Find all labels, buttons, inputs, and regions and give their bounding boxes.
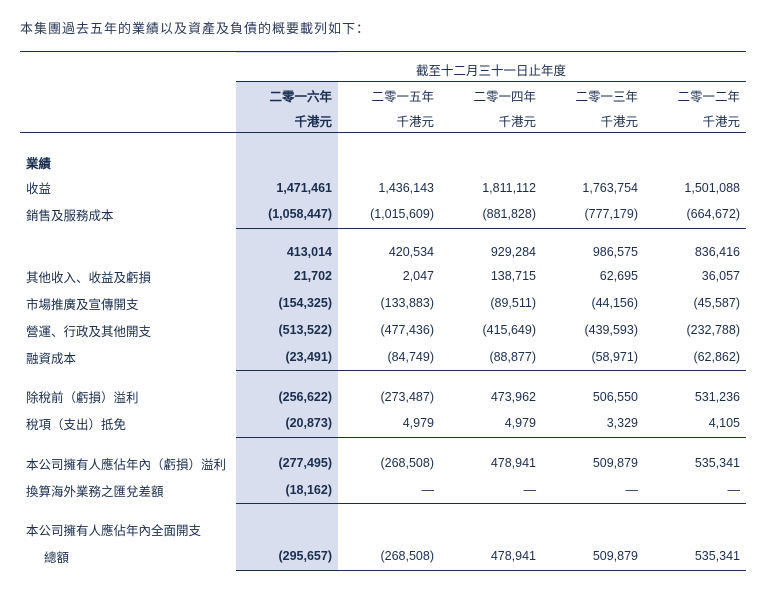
table-row: 銷售及服務成本 (1,058,447) (1,015,609) (881,828… [20, 201, 746, 228]
table-row: 總額 (295,657) (268,508) 478,941 509,879 5… [20, 543, 746, 570]
intro-text: 本集團過去五年的業績以及資產及負債的概要載列如下： [20, 18, 746, 37]
section-results: 業績 [20, 145, 236, 174]
row-label-finance: 融資成本 [20, 344, 236, 371]
unit-2012: 千港元 [644, 107, 746, 133]
unit-2014: 千港元 [440, 107, 542, 133]
table-row: 收益 1,471,461 1,436,143 1,811,112 1,763,7… [20, 174, 746, 201]
row-label-cogs: 銷售及服務成本 [20, 201, 236, 228]
row-label-tax: 稅項（支出）抵免 [20, 410, 236, 437]
table-row: 本公司擁有人應佔年內（虧損）溢利 (277,495) (268,508) 478… [20, 450, 746, 477]
year-2016: 二零一六年 [236, 82, 338, 108]
row-label-fx: 換算海外業務之匯兌差額 [20, 477, 236, 504]
unit-2013: 千港元 [542, 107, 644, 133]
table-row: 除稅前（虧損）溢利 (256,622) (273,487) 473,962 50… [20, 383, 746, 410]
table-row: 融資成本 (23,491) (84,749) (88,877) (58,971)… [20, 344, 746, 371]
row-label-other-income: 其他收入、收益及虧損 [20, 263, 236, 290]
year-2015: 二零一五年 [338, 82, 440, 108]
table-row: 413,014 420,534 929,284 986,575 836,416 [20, 241, 746, 263]
unit-2015: 千港元 [338, 107, 440, 133]
table-row: 營運、行政及其他開支 (513,522) (477,436) (415,649)… [20, 317, 746, 344]
unit-2016: 千港元 [236, 107, 338, 133]
table-row: 本公司擁有人應佔年內全面開支 [20, 516, 746, 543]
row-label-pbt: 除稅前（虧損）溢利 [20, 383, 236, 410]
table-row: 換算海外業務之匯兌差額 (18,162) — — — — [20, 477, 746, 504]
financial-summary-table: 截至十二月三十一日止年度 二零一六年 二零一五年 二零一四年 二零一三年 二零一… [20, 51, 746, 571]
period-spanner: 截至十二月三十一日止年度 [236, 52, 746, 82]
table-row: 市場推廣及宣傳開支 (154,325) (133,883) (89,511) (… [20, 290, 746, 317]
year-2012: 二零一二年 [644, 82, 746, 108]
year-2013: 二零一三年 [542, 82, 644, 108]
row-label-attributable: 本公司擁有人應佔年內（虧損）溢利 [20, 450, 236, 477]
row-label-tci: 總額 [20, 543, 236, 570]
row-label-tci-head: 本公司擁有人應佔年內全面開支 [20, 516, 236, 543]
table-row: 稅項（支出）抵免 (20,873) 4,979 4,979 3,329 4,10… [20, 410, 746, 437]
row-label-revenue: 收益 [20, 174, 236, 201]
year-2014: 二零一四年 [440, 82, 542, 108]
table-row: 其他收入、收益及虧損 21,702 2,047 138,715 62,695 3… [20, 263, 746, 290]
row-label-marketing: 市場推廣及宣傳開支 [20, 290, 236, 317]
row-label-admin: 營運、行政及其他開支 [20, 317, 236, 344]
